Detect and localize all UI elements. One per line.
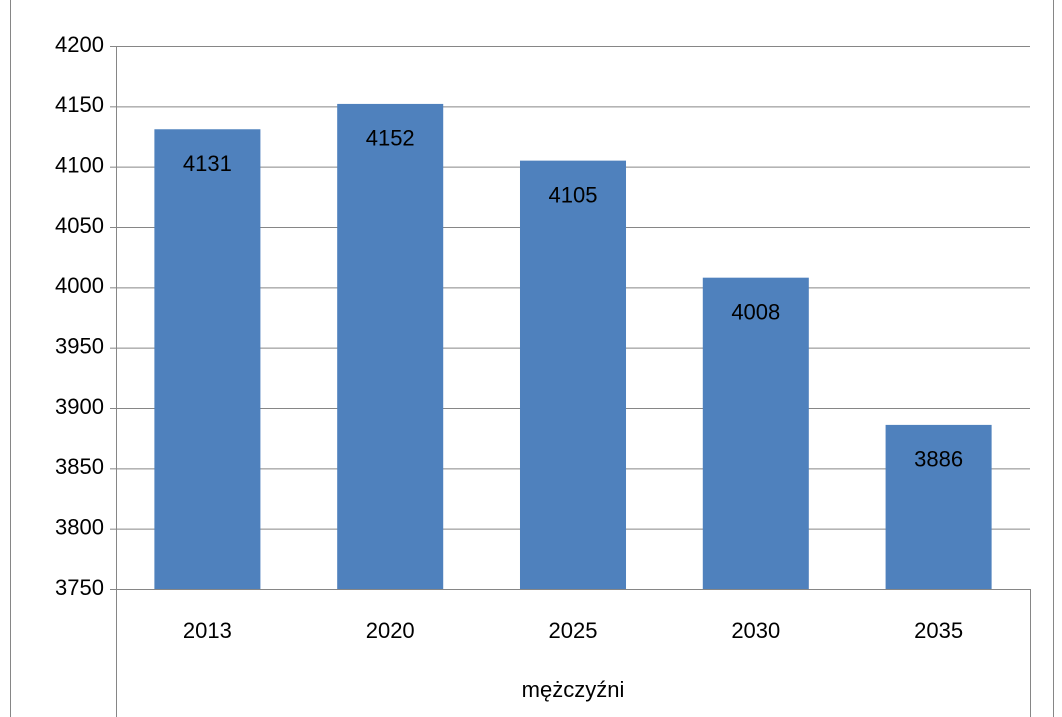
- bar: [519, 160, 627, 589]
- x-tick-label: 2013: [183, 618, 232, 643]
- y-tick-label: 3800: [55, 514, 104, 539]
- x-axis-group-label: mężczyźni: [522, 677, 625, 702]
- y-tick-label: 3850: [55, 454, 104, 479]
- data-label: 4131: [183, 151, 232, 176]
- y-tick-label: 4050: [55, 213, 104, 238]
- y-tick-label: 4150: [55, 92, 104, 117]
- y-tick-label: 3950: [55, 333, 104, 358]
- bar: [885, 424, 992, 589]
- data-label: 4105: [549, 182, 598, 207]
- x-tick-label: 2030: [731, 618, 780, 643]
- y-tick-label: 4000: [55, 273, 104, 298]
- y-tick-label: 4100: [55, 152, 104, 177]
- x-tick-label: 2020: [366, 618, 415, 643]
- x-tick-label: 2025: [549, 618, 598, 643]
- data-label: 4008: [731, 299, 780, 324]
- y-tick-label: 4200: [55, 32, 104, 57]
- data-label: 4152: [366, 126, 415, 151]
- x-tick-label: 2035: [914, 618, 963, 643]
- bar: [337, 103, 444, 590]
- bar: [702, 277, 809, 589]
- y-tick-label: 3900: [55, 394, 104, 419]
- y-tick-label: 3750: [55, 575, 104, 600]
- data-label: 3886: [914, 447, 963, 472]
- bar: [154, 129, 261, 589]
